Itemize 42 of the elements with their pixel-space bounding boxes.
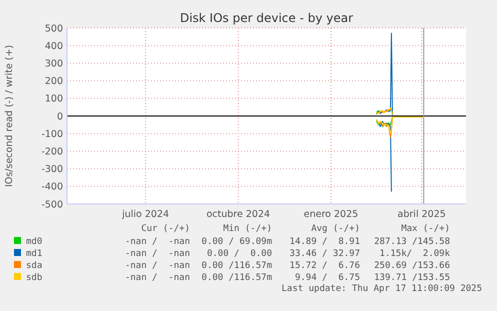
y-tick-label: -500	[41, 199, 63, 210]
text: -nan / -nan	[124, 273, 190, 283]
text: 287.13 /145.58	[374, 237, 450, 247]
x-tick-label: enero 2025	[304, 209, 358, 220]
text: Cur (-/+)	[141, 224, 190, 234]
text: 33.46 / 32.97	[290, 249, 360, 259]
y-tick-label: -400	[41, 182, 63, 193]
text: 0.00 / 0.00	[206, 249, 272, 259]
text: -nan / -nan	[124, 249, 190, 259]
legend-label: md0	[26, 237, 42, 247]
x-tick-label: julio 2024	[121, 209, 170, 220]
text: -nan / -nan	[124, 261, 190, 271]
y-tick-label: -300	[41, 164, 63, 176]
y-axis-title: IOs/second read (-) / write (+)	[4, 44, 15, 188]
y-tick-label: -100	[41, 128, 63, 140]
y-tick-label: -200	[41, 146, 63, 158]
x-tick-label: abril 2025	[398, 209, 446, 220]
text: Last update: Thu Apr 17 11:00:09 2025	[282, 284, 482, 294]
text: Avg (-/+)	[311, 224, 360, 234]
y-tick-label: 300	[44, 58, 63, 70]
text: -nan / -nan	[124, 237, 190, 247]
y-tick-label: 200	[44, 76, 63, 88]
legend-label: md1	[26, 249, 42, 259]
text: 139.71 /153.55	[374, 273, 450, 283]
text: Min (-/+)	[223, 224, 272, 234]
y-tick-label: 500	[44, 23, 63, 34]
y-tick-label: 0	[56, 111, 63, 122]
chart-title: Disk IOs per device - by year	[180, 11, 354, 25]
text: Max (-/+)	[401, 224, 450, 234]
text: 1.15k/ 2.09k	[380, 249, 451, 259]
text: 9.94 / 6.75	[294, 273, 360, 283]
legend-label: sdb	[26, 273, 42, 283]
y-tick-label: 100	[44, 94, 63, 105]
x-tick-label: octubre 2024	[206, 209, 270, 220]
text: 250.69 /153.66	[374, 261, 450, 271]
text: 14.89 / 8.91	[290, 237, 360, 247]
y-tick-label: 400	[44, 40, 63, 52]
text: 0.00 /116.57m	[202, 261, 272, 271]
legend-label: sda	[26, 261, 42, 271]
text: 15.72 / 6.76	[290, 261, 360, 271]
text: 0.00 / 69.09m	[202, 237, 272, 247]
text: 0.00 /116.57m	[202, 273, 272, 283]
